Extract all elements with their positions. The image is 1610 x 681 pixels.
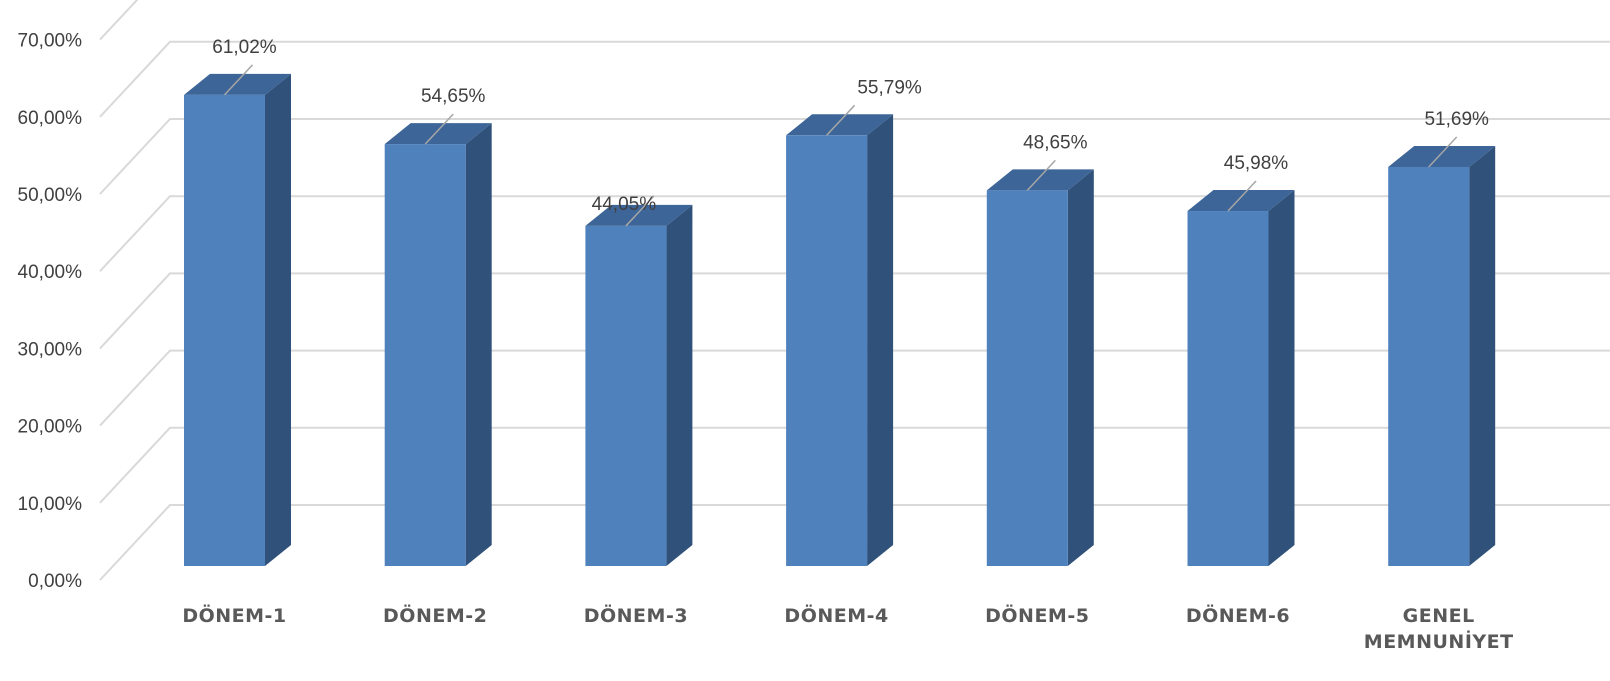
category-label: GENEL MEMNUNİYET [1364, 605, 1514, 653]
bar [1187, 211, 1269, 566]
bar-top [1388, 145, 1496, 167]
bar-side [265, 73, 291, 566]
bar [786, 135, 868, 566]
leader-line [625, 195, 655, 227]
y-tick-label: 20,00% [18, 417, 83, 438]
data-label: 48,65% [1023, 132, 1088, 153]
category-label: DÖNEM-3 [584, 603, 688, 627]
category-label: DÖNEM-2 [383, 603, 487, 627]
gridline [99, 0, 139, 41]
leader-line [424, 113, 454, 145]
data-label: 45,98% [1224, 153, 1289, 174]
bar-top [384, 123, 492, 145]
leader-line [223, 64, 254, 96]
gridline [99, 118, 1610, 195]
gridlines [99, 0, 1610, 581]
bar [986, 190, 1068, 566]
category-label: DÖNEM-1 [182, 603, 286, 627]
leader-line [1428, 136, 1458, 168]
gridline [99, 40, 1610, 118]
bar-top [1187, 190, 1295, 212]
data-labels: 61,02% 54,65% 44,05% 55,79% 48,65% 45,98% 51,6… [212, 37, 1489, 227]
data-label: 51,69% [1424, 109, 1489, 130]
bar-side [666, 204, 693, 566]
y-tick-label: 0,00% [28, 571, 82, 592]
y-tick-label: 50,00% [18, 185, 83, 206]
y-tick-label: 10,00% [18, 494, 83, 515]
bar-top [184, 73, 291, 95]
y-tick-label: 40,00% [18, 262, 83, 283]
data-label: 55,79% [857, 77, 922, 98]
data-label: 54,65% [421, 86, 486, 107]
y-axis-ticks: 0,00% 10,00% 20,00% 30,00% 40,00% 50,00% 60,00… [18, 31, 83, 592]
data-label: 44,05% [592, 194, 657, 215]
bar [585, 225, 667, 566]
bar-side [867, 114, 894, 566]
category-labels: DÖNEM-1 DÖNEM-2 DÖNEM-3 DÖNEM-4 DÖNEM-5 DÖNEM… [182, 603, 1513, 653]
bar-side [1469, 145, 1496, 567]
category-label: DÖNEM-6 [1186, 603, 1290, 627]
y-tick-label: 60,00% [18, 108, 83, 129]
bar-top [786, 114, 894, 136]
leader-line [826, 104, 856, 136]
gridline [99, 349, 1610, 427]
bar-side [1067, 169, 1094, 566]
y-tick-label: 70,00% [18, 31, 83, 52]
leader-line [1227, 180, 1257, 212]
y-tick-label: 30,00% [18, 339, 83, 360]
gridline [99, 426, 1610, 504]
bar-side [1268, 190, 1295, 566]
data-label: 61,02% [212, 37, 277, 58]
bar [1388, 166, 1470, 567]
category-label: DÖNEM-4 [784, 603, 888, 627]
bar [384, 144, 466, 567]
gridline [99, 195, 1610, 272]
bar-top [585, 204, 693, 226]
bar [184, 94, 265, 566]
leader-line [1026, 159, 1056, 191]
bar-side [465, 123, 492, 567]
bar-top [986, 169, 1094, 191]
gridline [99, 272, 1610, 350]
gridline [99, 504, 1610, 581]
bars [184, 73, 1496, 567]
category-label: DÖNEM-5 [985, 603, 1089, 627]
